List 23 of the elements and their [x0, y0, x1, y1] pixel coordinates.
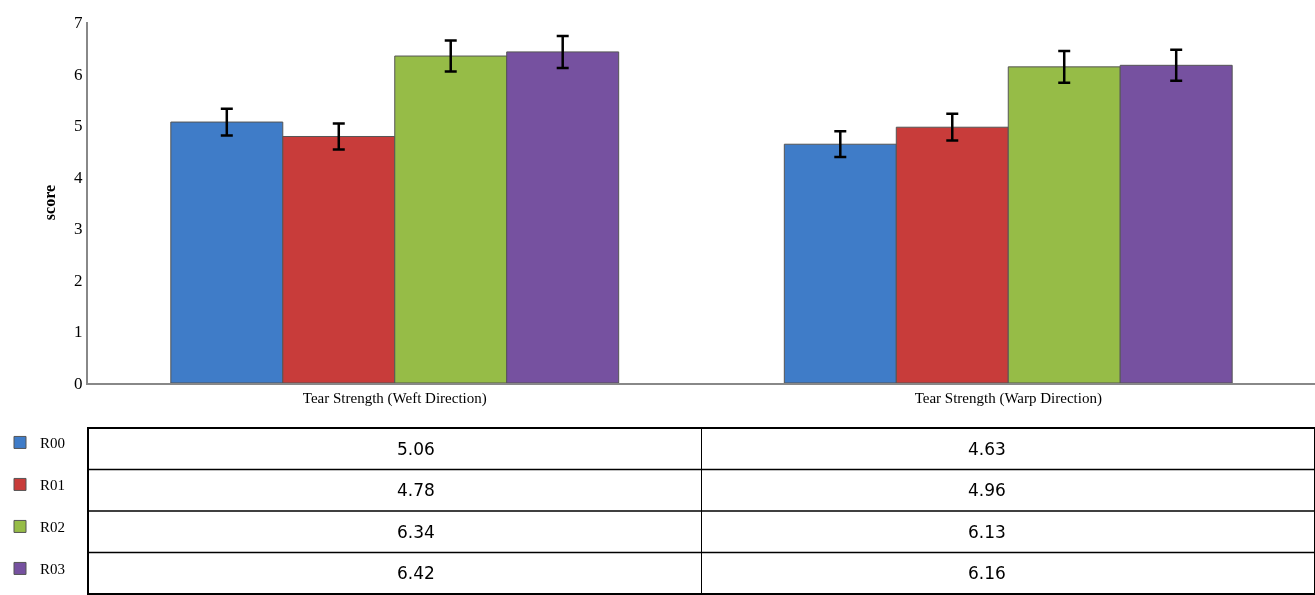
legend-label: R00: [40, 435, 66, 452]
legend-label: R03: [40, 561, 66, 578]
y-tick-label: 1: [74, 322, 83, 342]
x-tick-label: Tear Strength (Warp Direction): [914, 390, 1102, 407]
data-label: 6.34: [397, 522, 435, 542]
y-tick-label: 5: [74, 116, 83, 136]
legend-label: R02: [40, 519, 66, 536]
data-label: 4.63: [968, 439, 1006, 459]
y-tick-label: 7: [74, 12, 84, 32]
data-label: 4.96: [968, 480, 1006, 500]
legend-label: R01: [40, 477, 66, 494]
data-label: 6.13: [968, 522, 1006, 542]
y-tick-label: 6: [74, 64, 83, 84]
data-label: 6.42: [397, 563, 435, 583]
y-axis-title: score: [41, 184, 59, 221]
y-tick-label: 4: [74, 167, 84, 187]
data-label: 5.06: [397, 439, 435, 459]
data-label: 6.16: [968, 563, 1006, 583]
y-tick-label: 3: [74, 219, 83, 239]
y-tick-label: 2: [74, 270, 83, 290]
data-label: 4.78: [397, 480, 435, 500]
y-tick-label: 0: [74, 373, 83, 393]
x-tick-label: Tear Strength (Weft Direction): [302, 390, 487, 407]
